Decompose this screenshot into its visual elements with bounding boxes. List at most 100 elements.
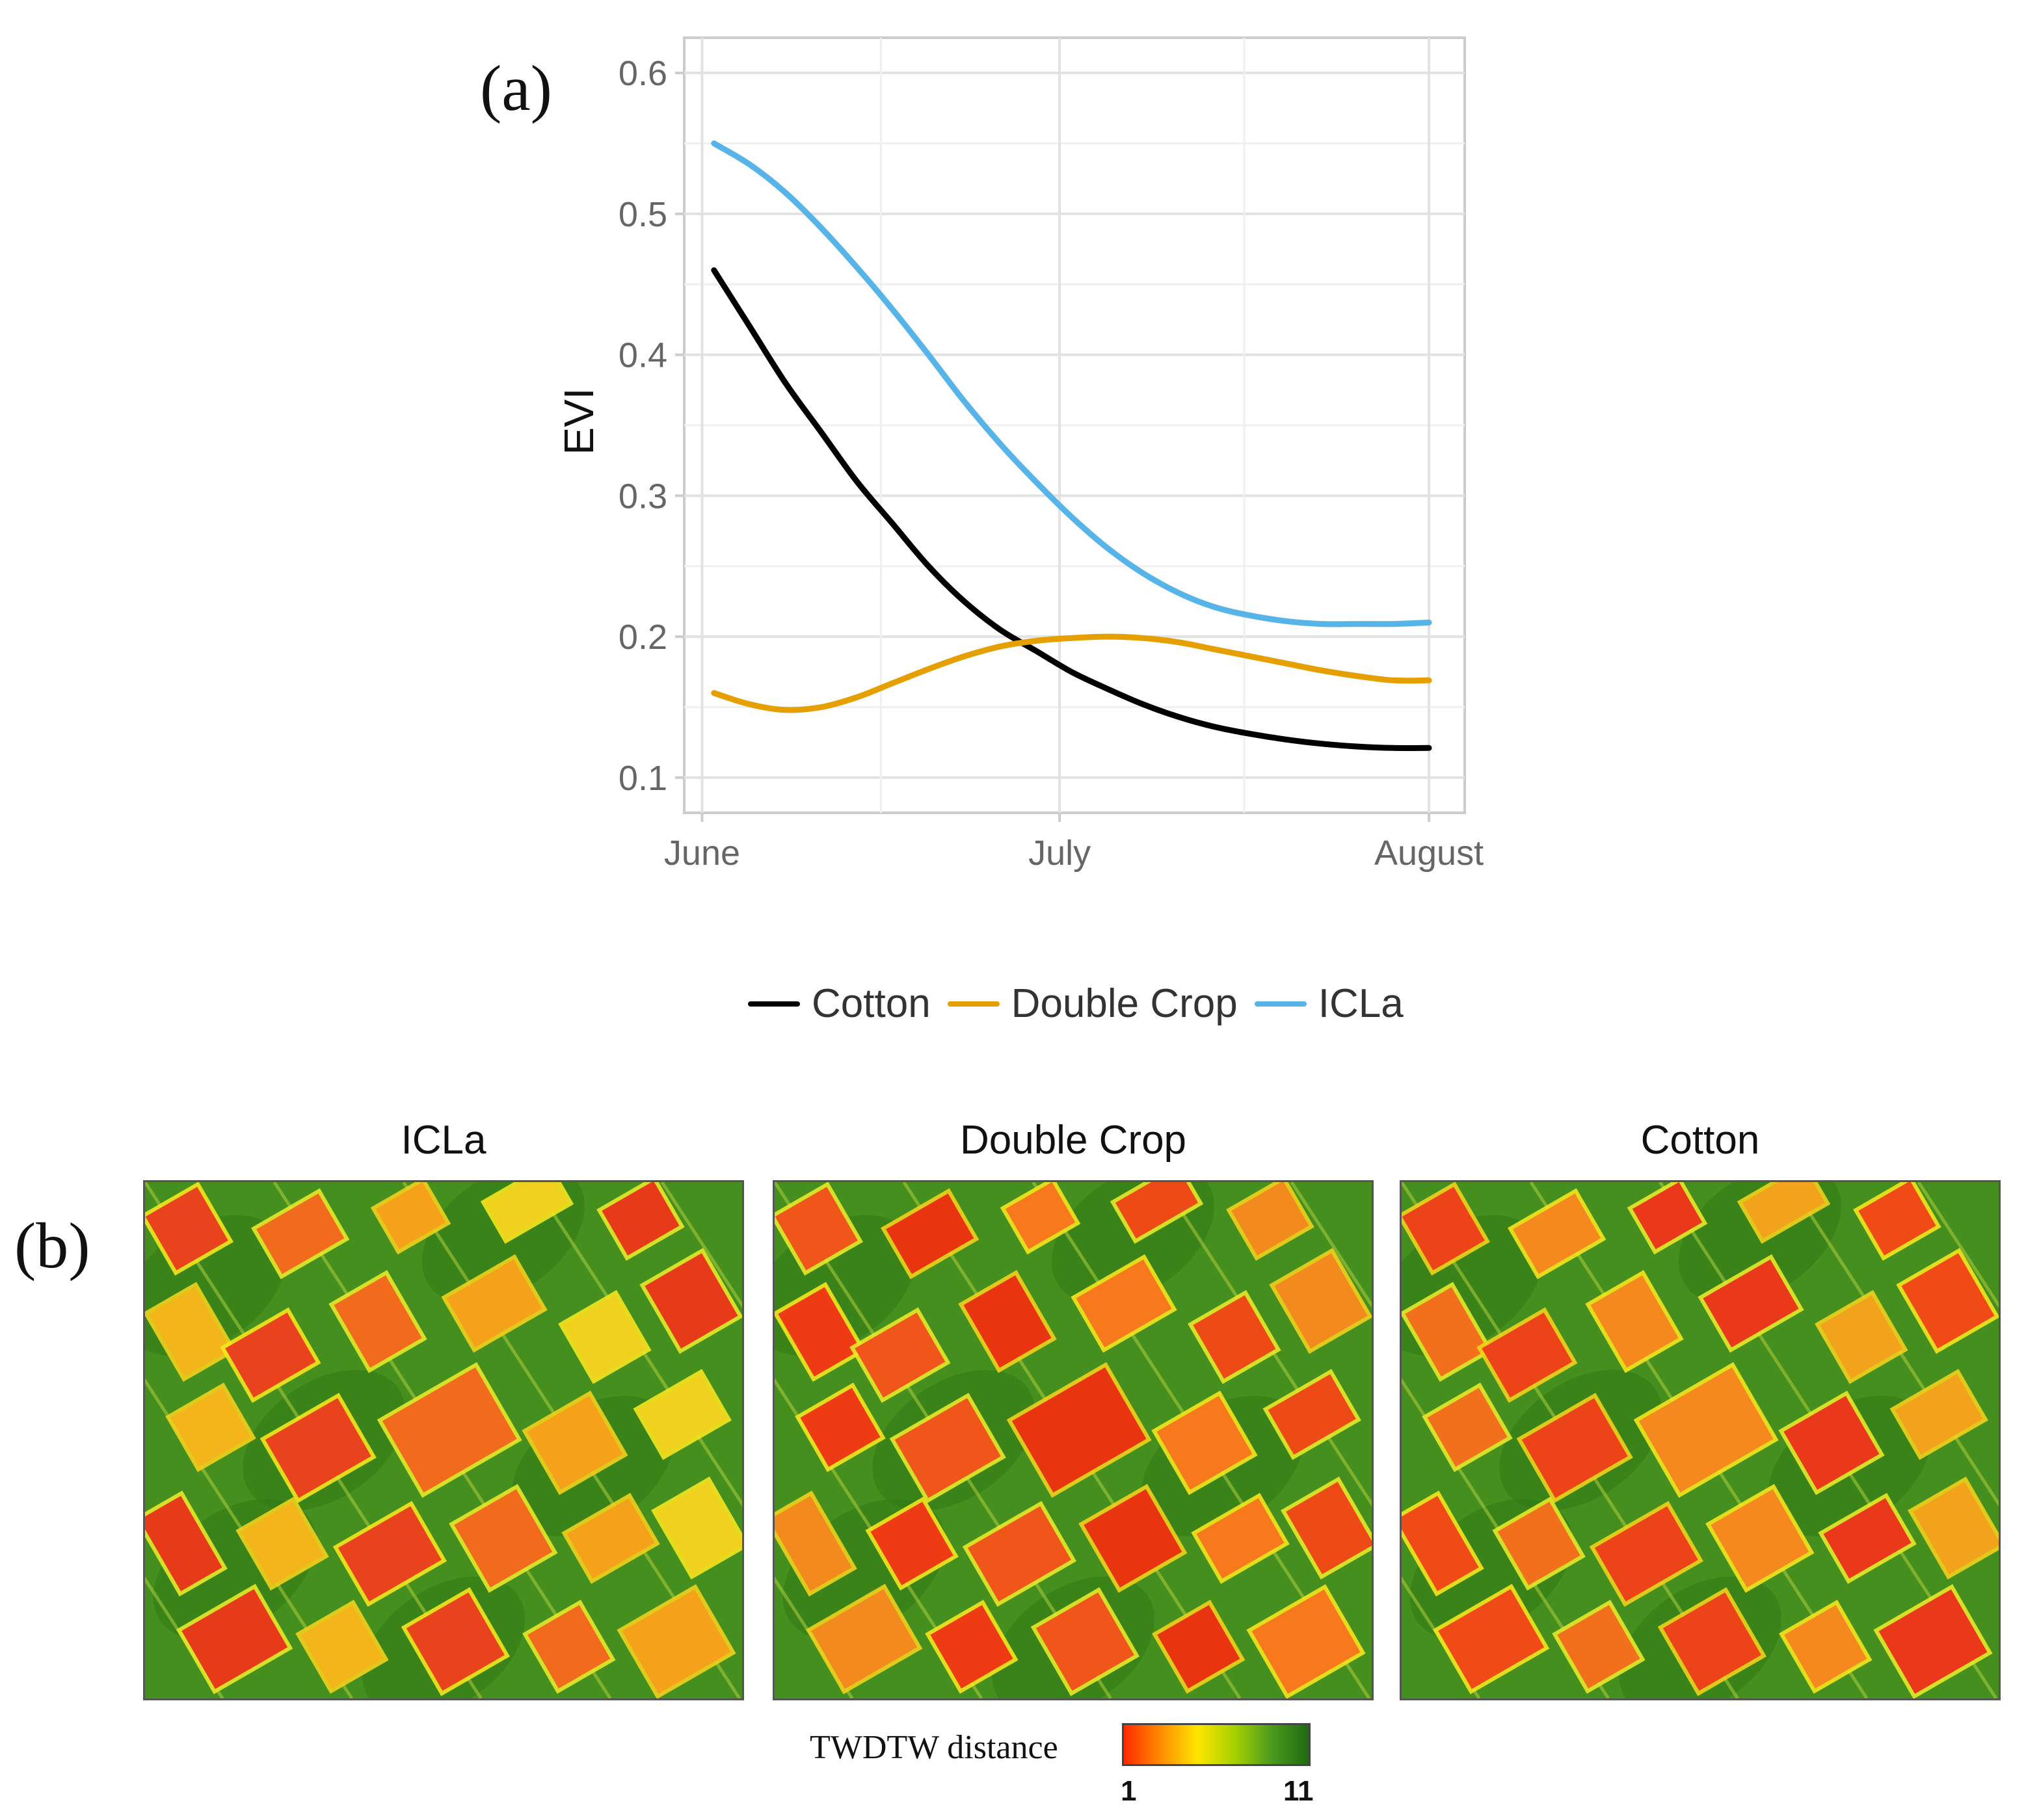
- map-field-core: [145, 1496, 222, 1592]
- y-tick-label: 0.5: [619, 195, 667, 234]
- map-field-core: [967, 1506, 1071, 1602]
- series-lines: [711, 140, 1432, 751]
- map-field-core: [1823, 1497, 1912, 1579]
- map-field-core: [225, 1312, 316, 1398]
- map-field: [1778, 1390, 1885, 1496]
- map-field-core: [485, 1182, 569, 1239]
- legend-label-double-crop: Double Crop: [1011, 981, 1238, 1026]
- y-tick-labels: 0.1 0.2 0.3 0.4 0.5 0.6: [619, 54, 667, 798]
- legend-swatch-icla: [1254, 1001, 1307, 1007]
- map-field-core: [1084, 1489, 1182, 1588]
- map-field: [332, 1501, 447, 1607]
- map-field-core: [334, 1275, 422, 1368]
- y-tick-label: 0.3: [619, 477, 667, 516]
- map-field-core: [1557, 1605, 1640, 1689]
- map-field: [1030, 1587, 1140, 1696]
- map-field-core: [638, 1374, 726, 1455]
- map-field: [958, 1270, 1057, 1373]
- legend-label-icla: ICLa: [1318, 981, 1404, 1026]
- map-field-core: [775, 1187, 858, 1271]
- map-field-core: [1405, 1287, 1488, 1377]
- map-field: [449, 1484, 558, 1593]
- map-field: [633, 1369, 732, 1460]
- map-field: [1433, 1583, 1550, 1695]
- map-title-double-crop: Double Crop: [959, 1118, 1187, 1163]
- map-field: [1552, 1600, 1646, 1694]
- x-tick-label: August: [1374, 834, 1484, 873]
- map-field: [250, 1188, 350, 1280]
- map-field-core: [563, 1295, 646, 1379]
- map-field: [849, 1307, 951, 1403]
- map-field-core: [1662, 1592, 1761, 1691]
- chart-legend: Cotton Double Crop ICLa: [748, 981, 1410, 1027]
- colorbar-min-label: 1: [1121, 1775, 1137, 1807]
- map-field-core: [1742, 1182, 1826, 1239]
- map-field: [795, 1382, 886, 1473]
- map-field: [1000, 1182, 1081, 1255]
- map-field-core: [963, 1275, 1052, 1368]
- map-field: [775, 1490, 857, 1597]
- map-field-core: [775, 1496, 852, 1592]
- map-field: [1633, 1362, 1779, 1498]
- legend-swatch-cotton: [748, 1001, 800, 1007]
- map-field: [1492, 1496, 1586, 1591]
- map-field-core: [1711, 1489, 1809, 1588]
- y-tick-label: 0.4: [619, 336, 667, 375]
- map-field: [220, 1307, 321, 1403]
- map-field: [377, 1362, 522, 1498]
- map-field: [1281, 1476, 1372, 1580]
- map-field: [1589, 1501, 1704, 1607]
- map-field: [880, 1188, 980, 1280]
- map-field: [1627, 1182, 1708, 1255]
- map-field-core: [1482, 1312, 1573, 1398]
- map-field-core: [406, 1592, 505, 1691]
- legend-label-cotton: Cotton: [812, 981, 931, 1026]
- map-field: [1402, 1490, 1484, 1597]
- map-field-core: [1878, 1589, 1988, 1694]
- y-tick-label: 0.6: [619, 54, 667, 93]
- colorbar-gradient: [1122, 1723, 1311, 1766]
- legend-item-cotton: Cotton: [748, 981, 931, 1027]
- map-field: [401, 1587, 511, 1696]
- map-field: [1476, 1307, 1578, 1403]
- y-tick-label: 0.1: [619, 759, 667, 798]
- map-field-core: [1274, 1253, 1368, 1349]
- map-field: [1585, 1270, 1684, 1373]
- legend-item-double-crop: Double Crop: [947, 981, 1238, 1027]
- map-field: [1110, 1182, 1204, 1244]
- x-tick-label: July: [1028, 834, 1091, 873]
- map-field: [370, 1182, 451, 1255]
- twdtw-map-icla: [143, 1180, 744, 1700]
- y-axis-label: EVI: [555, 388, 602, 455]
- map-road: [1788, 1182, 1999, 1507]
- series-line-icla: [711, 140, 1432, 627]
- map-field-core: [1594, 1506, 1698, 1602]
- map-field: [1262, 1369, 1361, 1460]
- map-field-core: [602, 1182, 680, 1256]
- legend-item-icla: ICLa: [1254, 981, 1404, 1027]
- map-field: [617, 1584, 736, 1698]
- map-field: [1422, 1382, 1513, 1473]
- map-field-core: [1156, 1395, 1253, 1490]
- map-field-core: [1402, 1187, 1485, 1271]
- map-field: [1853, 1182, 1941, 1261]
- colorbar-max-label: 11: [1283, 1775, 1314, 1807]
- map-field: [1705, 1484, 1815, 1593]
- map-field-core: [1035, 1592, 1134, 1691]
- map-field: [925, 1600, 1019, 1694]
- map-field: [1246, 1584, 1366, 1698]
- map-field-core: [181, 1589, 288, 1689]
- map-field-core: [778, 1287, 861, 1377]
- map-field: [145, 1182, 233, 1276]
- map-field-core: [1638, 1367, 1774, 1493]
- map-field: [235, 1496, 329, 1591]
- map-field: [1006, 1362, 1152, 1498]
- map-field-core: [1438, 1589, 1545, 1689]
- map-field-core: [1193, 1295, 1276, 1379]
- map-field-core: [1497, 1501, 1580, 1585]
- x-tick-labels: June July August: [664, 834, 1484, 873]
- map-field: [1516, 1392, 1633, 1503]
- map-field: [441, 1254, 548, 1353]
- map-road: [531, 1182, 742, 1507]
- map-title-icla: ICLa: [401, 1118, 487, 1163]
